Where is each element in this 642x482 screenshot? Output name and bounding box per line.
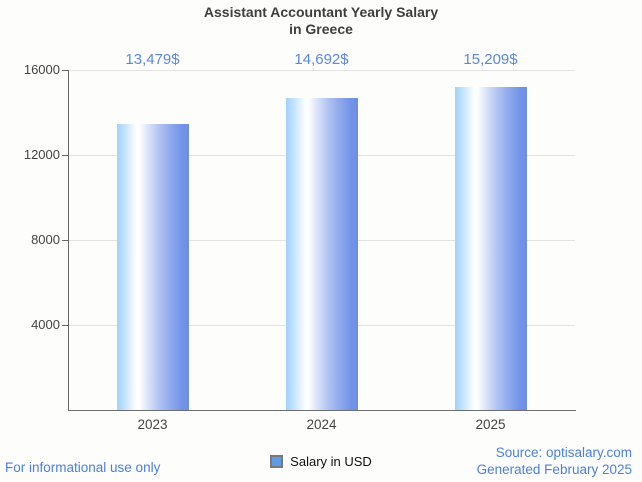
y-axis-label: 12000	[23, 147, 60, 162]
legend-label: Salary in USD	[290, 454, 372, 469]
disclaimer-text: For informational use only	[5, 460, 161, 475]
chart-title: Assistant Accountant Yearly Salary in Gr…	[0, 4, 642, 38]
bar-value-label: 14,692$	[294, 51, 349, 68]
bar-value-label: 15,209$	[463, 51, 518, 68]
legend-marker-icon	[270, 455, 284, 468]
y-axis-label: 8000	[31, 232, 60, 247]
bar-2023[interactable]	[116, 123, 189, 410]
y-axis-tick	[62, 240, 68, 241]
y-axis-tick	[62, 70, 68, 71]
x-axis-label: 2025	[475, 417, 506, 432]
bar-2024[interactable]	[285, 97, 358, 410]
source-block: Source: optisalary.com Generated Februar…	[477, 444, 632, 478]
chart-title-line2: in Greece	[289, 21, 353, 37]
bar-value-label: 13,479$	[125, 51, 180, 68]
y-axis-label: 4000	[31, 317, 60, 332]
y-axis-tick	[62, 155, 68, 156]
y-axis-line	[68, 70, 69, 410]
x-axis-label: 2023	[137, 417, 168, 432]
generated-text: Generated February 2025	[476, 462, 632, 477]
x-axis-line	[68, 410, 576, 411]
legend: Salary in USD	[0, 454, 642, 469]
chart-title-line1: Assistant Accountant Yearly Salary	[203, 4, 439, 20]
bar-2025[interactable]	[454, 86, 527, 410]
x-axis-label: 2024	[306, 417, 337, 432]
source-text: Source: optisalary.com	[495, 445, 632, 460]
y-axis-tick	[62, 325, 68, 326]
y-axis-label: 16000	[23, 62, 60, 77]
gridline	[68, 70, 575, 71]
